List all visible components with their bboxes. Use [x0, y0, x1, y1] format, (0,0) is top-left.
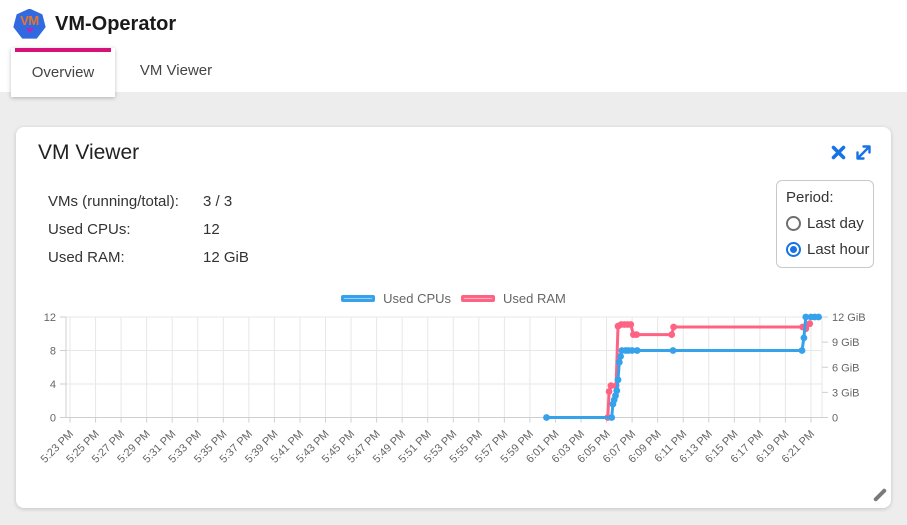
ram-legend-swatch	[461, 295, 496, 302]
chart-legend: Used CPUs Used RAM	[16, 291, 891, 306]
stat-cpus: Used CPUs: 12	[48, 215, 249, 243]
radio-last-day[interactable]: Last day	[786, 215, 873, 232]
tab-bar: Overview VM Viewer	[0, 48, 907, 97]
cpu-legend-swatch	[341, 295, 376, 302]
radio-last-day-label: Last day	[807, 215, 864, 232]
stat-cpus-value: 12	[203, 220, 220, 238]
usage-chart[interactable]: 5:23 PM5:25 PM5:27 PM5:29 PM5:31 PM5:33 …	[16, 307, 891, 492]
legend-item-used-cpus[interactable]: Used CPUs	[341, 291, 451, 306]
svg-text:3 GiB: 3 GiB	[832, 387, 860, 399]
svg-text:6 GiB: 6 GiB	[832, 362, 860, 374]
svg-text:8: 8	[50, 346, 56, 358]
card-title: VM Viewer	[38, 141, 140, 164]
radio-last-hour[interactable]: Last hour	[786, 241, 873, 258]
period-selector: Period: Last day Last hour	[776, 180, 874, 268]
period-label: Period:	[786, 189, 834, 206]
tab-overview[interactable]: Overview	[11, 48, 115, 97]
logo-purple-mark	[25, 28, 34, 33]
legend-item-used-ram[interactable]: Used RAM	[461, 291, 566, 306]
stat-vms-value: 3 / 3	[203, 192, 233, 210]
close-icon[interactable]	[831, 145, 846, 160]
ram-legend-label: Used RAM	[503, 291, 566, 306]
app-header: VM VM-Operator	[0, 0, 907, 48]
stat-vms: VMs (running/total): 3 / 3	[48, 187, 249, 215]
stat-vms-label: VMs (running/total):	[48, 192, 179, 210]
vm-operator-logo-icon: VM	[13, 8, 46, 39]
vm-viewer-card: VM Viewer VMs (running/total): 3 / 3 Use…	[16, 127, 891, 508]
tab-vm-viewer-label: VM Viewer	[139, 61, 213, 79]
cpu-legend-label: Used CPUs	[383, 291, 452, 306]
logo-vm-text: VM	[20, 13, 39, 28]
svg-text:4: 4	[50, 379, 56, 391]
radio-last-hour-label: Last hour	[807, 241, 870, 258]
resize-handle-icon[interactable]	[871, 486, 889, 504]
stat-cpus-label: Used CPUs:	[48, 220, 131, 238]
card-header-actions	[831, 143, 873, 162]
expand-icon[interactable]	[854, 143, 873, 162]
tab-overview-label: Overview	[31, 64, 95, 81]
svg-text:9 GiB: 9 GiB	[832, 337, 860, 349]
svg-text:0: 0	[832, 413, 838, 425]
tab-vm-viewer[interactable]: VM Viewer	[115, 48, 237, 92]
radio-last-hour-button[interactable]	[786, 242, 801, 257]
stat-ram-label: Used RAM:	[48, 248, 125, 266]
svg-text:12 GiB: 12 GiB	[832, 312, 866, 324]
stat-ram-value: 12 GiB	[203, 248, 249, 266]
page-content: VM Viewer VMs (running/total): 3 / 3 Use…	[0, 92, 907, 525]
svg-text:12: 12	[44, 312, 56, 324]
stats-block: VMs (running/total): 3 / 3 Used CPUs: 12…	[48, 187, 249, 271]
stat-ram: Used RAM: 12 GiB	[48, 243, 249, 271]
svg-text:0: 0	[50, 413, 56, 425]
app-title: VM-Operator	[55, 12, 177, 35]
radio-last-day-button[interactable]	[786, 216, 801, 231]
